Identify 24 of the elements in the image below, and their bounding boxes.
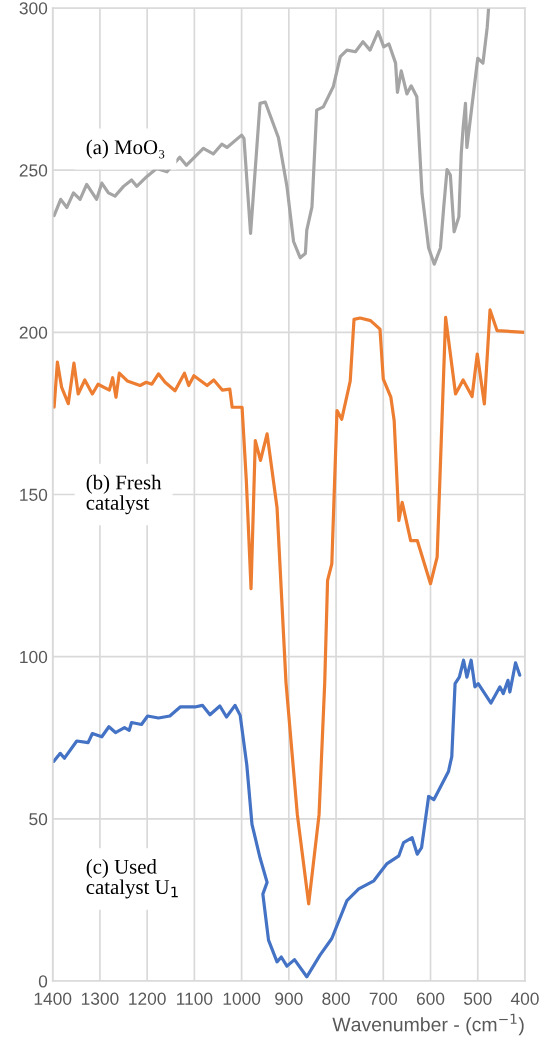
x-tick-label: 900 — [275, 992, 303, 1005]
y-tick-label: 250 — [19, 164, 48, 177]
x-tick-label: 1400 — [34, 992, 72, 1005]
x-tick-label: 1300 — [81, 992, 119, 1005]
y-tick-label: 150 — [20, 488, 48, 501]
x-tick-label: 500 — [463, 992, 492, 1005]
x-tick-label: 1200 — [129, 992, 166, 1005]
x-tick-label: 700 — [369, 992, 398, 1005]
line-series — [52, 7, 491, 266]
x-tick-label: 1000 — [223, 992, 261, 1005]
y-tick-label: 200 — [19, 326, 48, 339]
line-series — [52, 308, 525, 906]
annotation: (b) Fresh catalyst — [86, 474, 162, 515]
y-tick-label: 50 — [29, 813, 48, 826]
y-tick-label: 300 — [19, 2, 48, 15]
x-tick-label: 1100 — [177, 992, 213, 1005]
y-tick-label: 0 — [38, 975, 48, 988]
x-tick-label: 800 — [322, 992, 350, 1005]
annotation: (c) Used catalyst U$_{1}$ — [86, 859, 178, 899]
annotation: (a) MoO₃ — [86, 139, 165, 159]
x-tick-label: 600 — [416, 992, 445, 1005]
x-tick-label: 400 — [510, 992, 539, 1005]
x-axis-title: Wavenumber - (cm$^{−1}$) — [332, 1013, 524, 1036]
y-tick-label: 100 — [20, 650, 48, 664]
